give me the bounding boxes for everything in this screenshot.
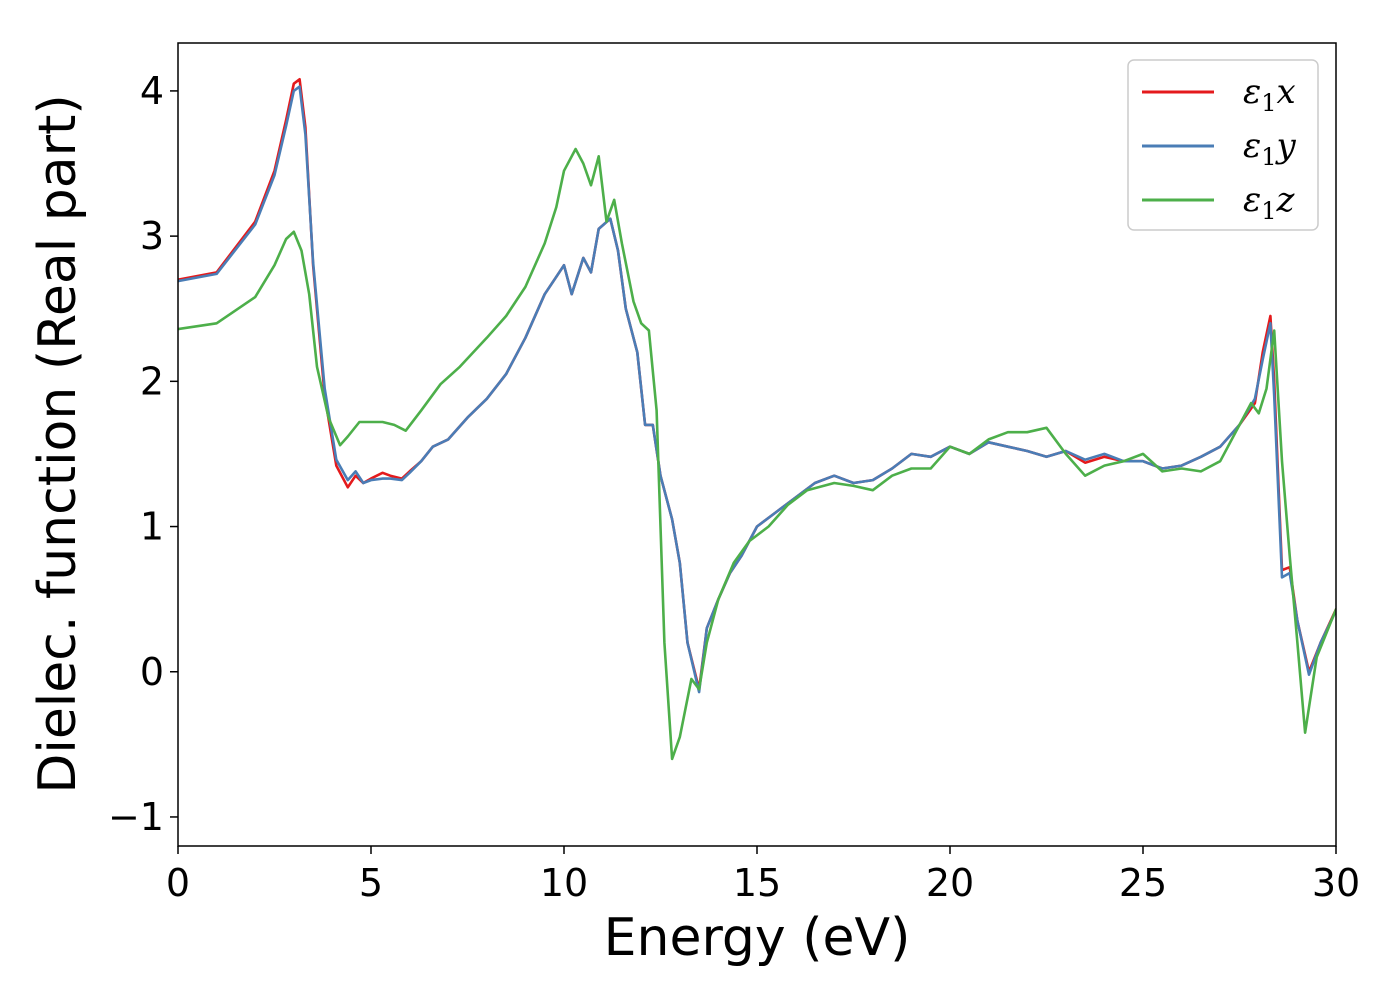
x-axis-ticks: 0 5 10 15 20 25 30 — [166, 846, 1360, 905]
legend-label-x: ε1x — [1243, 72, 1296, 117]
y-axis-label: Dielec. function (Real part) — [28, 94, 88, 793]
x-tick-label: 0 — [166, 861, 190, 905]
y-tick-label: 4 — [140, 69, 164, 113]
legend-label-y: ε1y — [1243, 126, 1297, 171]
series-layer — [178, 78, 1336, 761]
x-axis-label: Energy (eV) — [604, 908, 911, 968]
y-tick-label: −1 — [108, 795, 164, 839]
legend-label-z: ε1z — [1243, 180, 1296, 225]
series-line-y — [178, 85, 1336, 694]
legend-box — [1127, 59, 1319, 231]
y-tick-label: 0 — [140, 650, 164, 694]
y-tick-label: 1 — [140, 505, 164, 549]
x-tick-label: 5 — [359, 861, 383, 905]
series-line-z — [178, 147, 1336, 761]
y-tick-label: 3 — [140, 214, 164, 258]
legend: ε1x ε1y ε1z — [1127, 59, 1319, 231]
x-tick-label: 25 — [1119, 861, 1167, 905]
x-tick-label: 10 — [540, 861, 588, 905]
y-tick-label: 2 — [140, 359, 164, 403]
x-tick-label: 15 — [733, 861, 781, 905]
x-tick-label: 30 — [1312, 861, 1360, 905]
y-axis-ticks: −1 0 1 2 3 4 — [108, 69, 178, 839]
x-tick-label: 20 — [926, 861, 974, 905]
